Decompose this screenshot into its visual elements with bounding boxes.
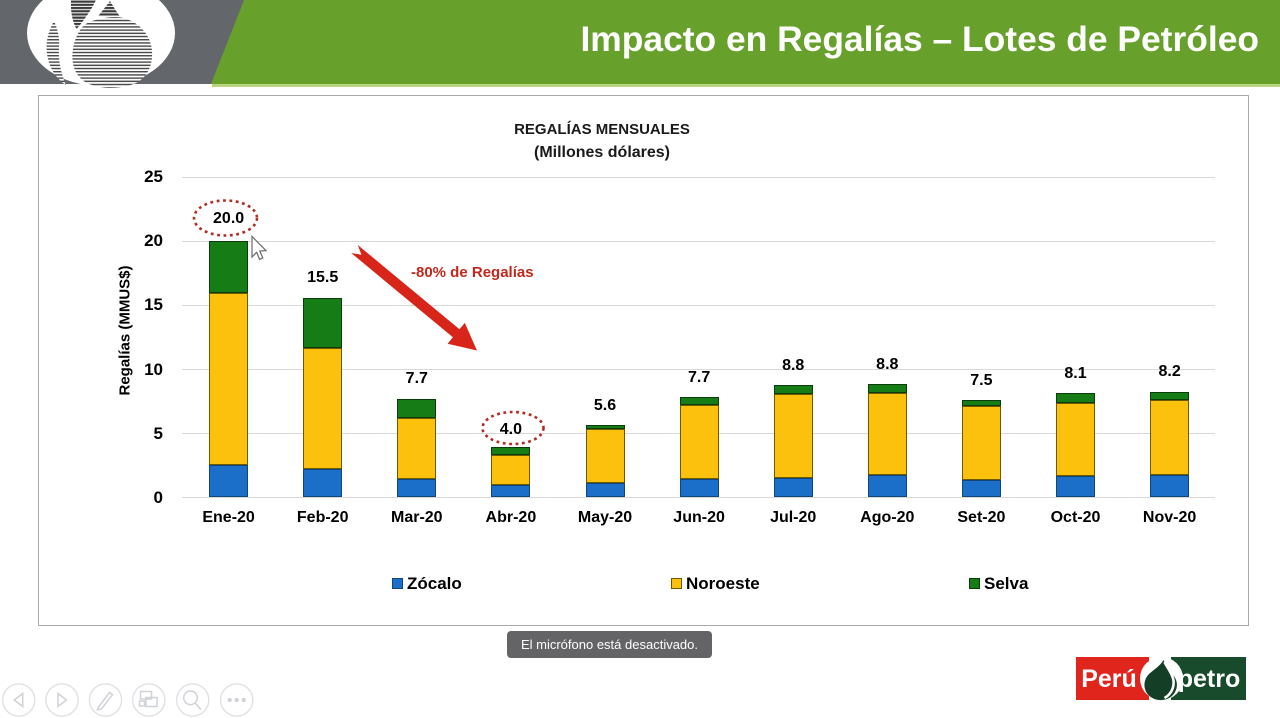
svg-text:petro: petro (1178, 665, 1241, 693)
svg-text:Perú: Perú (1081, 665, 1137, 693)
